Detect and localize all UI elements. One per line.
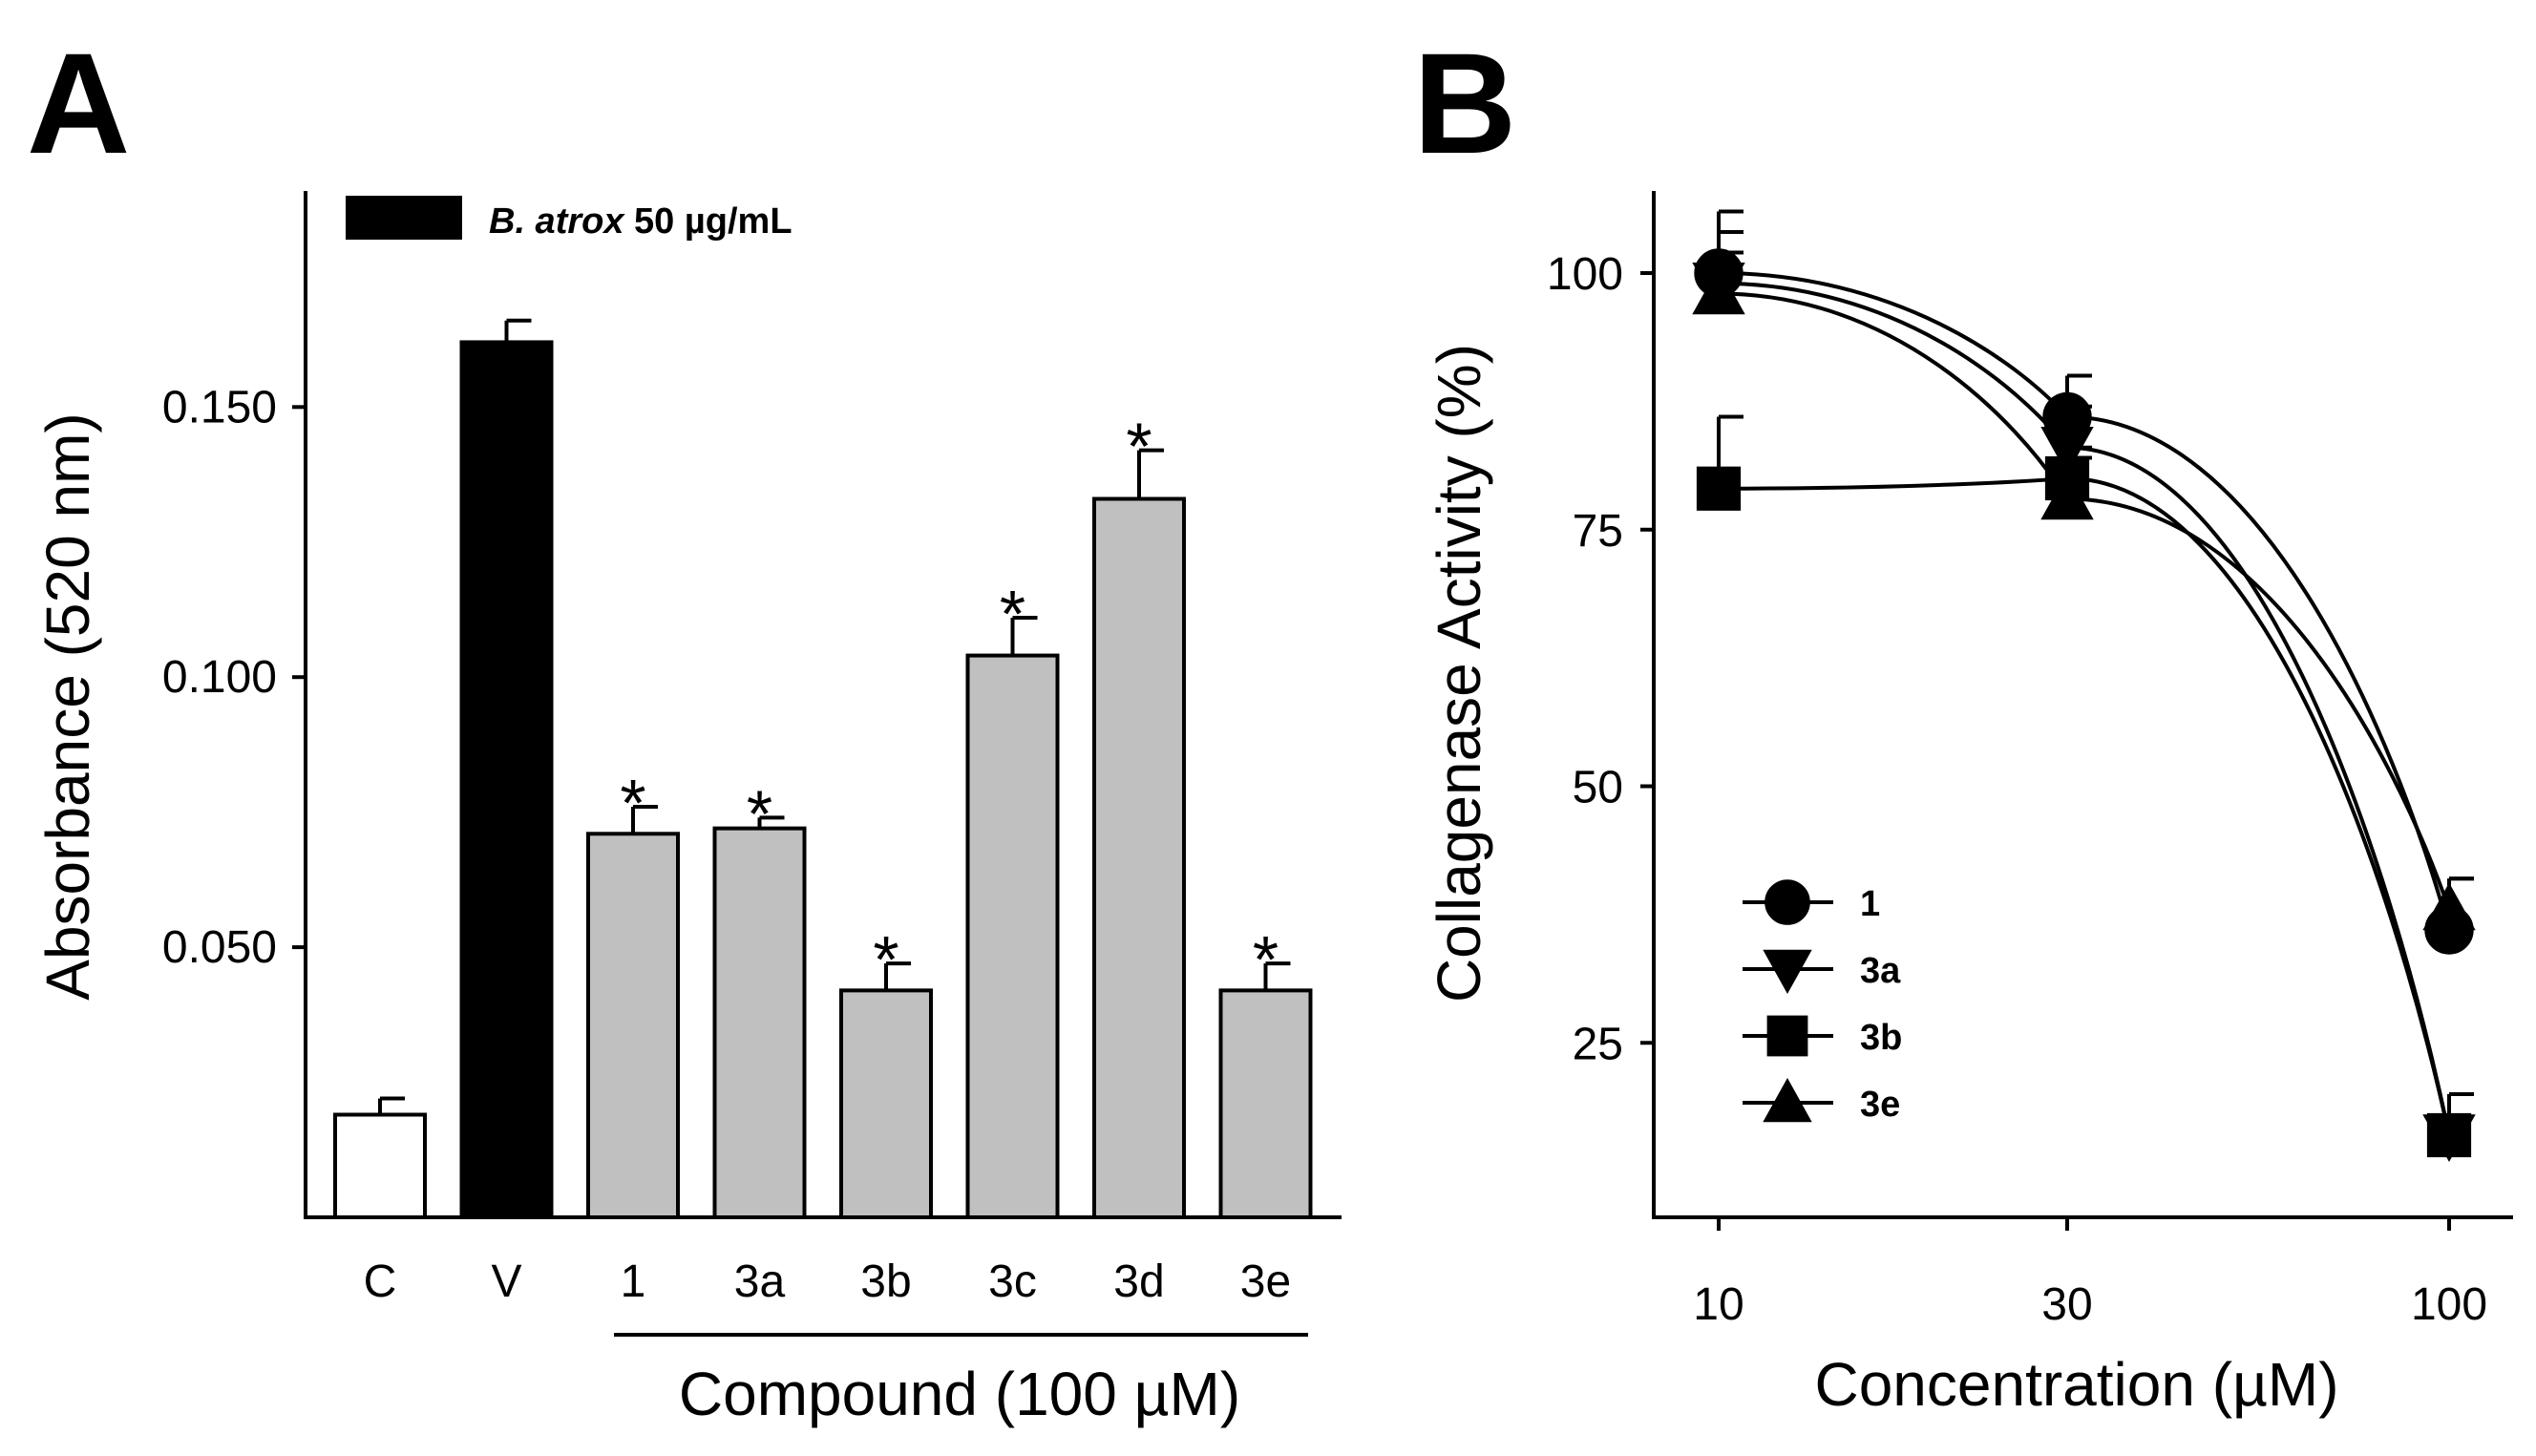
panel-b-x-tick-label: 10 xyxy=(1693,1279,1744,1330)
legend-label-3e: 3e xyxy=(1860,1085,1900,1125)
panel-b-legend: 1 3a 3b 3e xyxy=(1743,879,1902,1125)
legend-marker-3a xyxy=(1763,949,1812,995)
point-3b xyxy=(2426,1112,2472,1158)
panel-a-letter: A xyxy=(27,23,130,183)
series-line-1 xyxy=(1718,271,2451,931)
bar-3e xyxy=(1218,988,1313,1219)
series-line-3e xyxy=(1718,291,2451,911)
panel-b-line-chart: 25 50 75 100 10 30 100 1 3a 3b 3e Concentration … xyxy=(1425,191,2513,1419)
panel-a-legend-rest: 50 µg/mL xyxy=(623,201,792,242)
legend-label-3b: 3b xyxy=(1860,1018,1902,1058)
panel-b-y-tick-label: 25 xyxy=(1573,1019,1623,1069)
significance-star-3a: * xyxy=(747,776,772,851)
point-3e xyxy=(1692,266,1745,315)
x-tick-label-C: C xyxy=(364,1256,397,1307)
panel-a-x-axis-label: Compound (100 µM) xyxy=(679,1360,1240,1428)
panel-b-x-ticks: 10 30 100 xyxy=(1693,1217,2487,1330)
panel-b-y-tick-label: 50 xyxy=(1573,763,1623,813)
legend-marker-1 xyxy=(1765,879,1810,925)
panel-a-y-tick-label: 0.100 xyxy=(162,652,277,703)
panel-a-y-axis-label: Absorbance (520 nm) xyxy=(33,412,102,1000)
panel-a-legend: B. atrox 50 µg/mL xyxy=(346,196,792,242)
legend-marker-3e xyxy=(1763,1077,1812,1123)
significance-star-3e: * xyxy=(1253,922,1279,997)
x-tick-label-3b: 3b xyxy=(860,1256,911,1307)
panel-b-y-axis-label: Collagenase Activity (%) xyxy=(1425,344,1493,1002)
panel-b-x-axis-label: Concentration (µM) xyxy=(1814,1350,2338,1419)
panel-a-bars: * * * * * * xyxy=(333,318,1313,1220)
significance-star-3b: * xyxy=(873,922,898,997)
x-tick-label-V: V xyxy=(491,1256,521,1307)
significance-star-1: * xyxy=(620,766,645,840)
panel-b-y-tick-label: 75 xyxy=(1573,506,1623,557)
x-tick-label-1: 1 xyxy=(621,1256,646,1307)
panel-a-legend-swatch xyxy=(346,196,462,240)
point-3e xyxy=(2422,882,2476,931)
panel-b-x-tick-label: 100 xyxy=(2411,1279,2487,1330)
bar-3c xyxy=(965,653,1060,1219)
panel-a-x-tick-labels: C V 1 3a 3b 3c 3d 3e xyxy=(364,1256,1292,1307)
panel-b-letter: B xyxy=(1413,23,1516,183)
x-tick-label-3c: 3c xyxy=(988,1256,1037,1307)
x-tick-label-3a: 3a xyxy=(734,1256,786,1307)
x-tick-label-3e: 3e xyxy=(1240,1256,1291,1307)
panel-b-x-tick-label: 30 xyxy=(2041,1279,2092,1330)
panel-b-series xyxy=(1692,209,2476,1163)
x-tick-label-3d: 3d xyxy=(1113,1256,1164,1307)
panel-a-legend-italic: B. atrox xyxy=(489,201,625,242)
bar-3b xyxy=(839,988,933,1219)
bar-V xyxy=(459,340,554,1219)
legend-label-3a: 3a xyxy=(1860,951,1901,991)
series-line-3a xyxy=(1718,281,2451,1136)
point-3e xyxy=(2040,472,2094,520)
bar-3a xyxy=(712,826,807,1219)
legend-marker-3b xyxy=(1766,1015,1808,1057)
panel-a-y-ticks: 0.050 0.100 0.150 xyxy=(162,382,306,973)
series-line-3b xyxy=(1718,475,2451,1136)
bar-3d xyxy=(1092,496,1186,1219)
panel-a-y-tick-label: 0.150 xyxy=(162,382,277,433)
bar-1 xyxy=(586,832,680,1220)
point-3b xyxy=(1696,466,1742,511)
legend-label-1: 1 xyxy=(1860,884,1880,924)
panel-b-y-tick-label: 100 xyxy=(1547,249,1623,300)
significance-star-3c: * xyxy=(1000,577,1025,651)
panel-a-y-tick-label: 0.050 xyxy=(162,922,277,973)
panel-b-y-ticks: 25 50 75 100 xyxy=(1547,249,1654,1069)
panel-a-legend-label: B. atrox 50 µg/mL xyxy=(489,201,792,242)
panel-a-bar-chart: 0.050 0.100 0.150 * * * * * * C V 1 3a 3b 3c 3d 3e Com… xyxy=(33,191,1342,1428)
significance-star-3d: * xyxy=(1126,410,1152,484)
bar-C xyxy=(333,1112,427,1219)
